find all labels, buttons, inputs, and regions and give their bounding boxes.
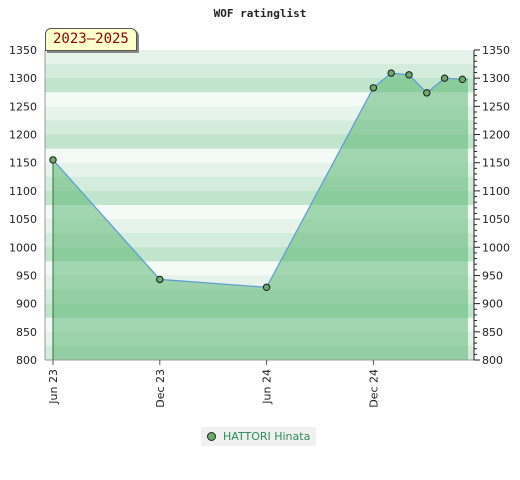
legend[interactable]: HATTORI Hinata	[201, 427, 317, 446]
period-badge: 2023–2025	[45, 28, 137, 51]
grid-band	[45, 78, 474, 93]
y-tick-label-right: 800	[482, 354, 503, 367]
x-tick-label: Jun 23	[47, 369, 60, 405]
series-line	[52, 72, 468, 288]
x-axis: Jun 23 Dec 23 Jun 24 Dec 24	[47, 360, 380, 408]
y-tick-label-right: 1250	[482, 100, 510, 113]
y-tick-label-right: 1000	[482, 241, 510, 254]
y-tick-label-left: 800	[16, 354, 37, 367]
y-tick-label-right: 1200	[482, 129, 510, 142]
y-tick-label-left: 950	[16, 269, 37, 282]
series-points	[49, 69, 467, 291]
y-tick-label-left: 1250	[9, 100, 37, 113]
chart-title: WOF ratinglist	[214, 7, 307, 20]
axes	[44, 50, 475, 361]
y-tick-label-left: 850	[16, 326, 37, 339]
y-tick-label-left: 1300	[9, 72, 37, 85]
y-tick-label-left: 1150	[9, 157, 37, 170]
x-tick-label: Dec 24	[367, 369, 380, 408]
y-tick-label-right: 950	[482, 269, 503, 282]
y-tick-label-right: 1350	[482, 44, 510, 57]
data-point	[262, 283, 271, 291]
y-axis-right: 800 850 900 950 1000 1050 1100 1150 1200 1250 1300…	[474, 44, 510, 367]
x-tick-label: Dec 23	[154, 369, 167, 408]
y-tick-label-right: 1300	[482, 72, 510, 85]
y-tick-label-right: 1100	[482, 185, 510, 198]
data-point	[369, 84, 378, 92]
series-area	[53, 73, 468, 360]
grid-band	[45, 50, 474, 65]
y-tick-label-left: 1100	[9, 185, 37, 198]
data-point	[387, 69, 395, 77]
y-tick-label-right: 850	[482, 326, 503, 339]
y-tick-label-right: 900	[482, 298, 503, 311]
legend-marker-icon	[207, 432, 216, 441]
data-point	[156, 275, 164, 284]
y-tick-label-left: 1200	[9, 129, 37, 142]
data-point	[440, 74, 449, 82]
y-tick-label-right: 1150	[482, 157, 510, 170]
y-tick-label-left: 900	[16, 298, 37, 311]
data-point	[458, 75, 467, 84]
y-tick-label-left: 1050	[9, 213, 37, 226]
x-tick-label: Jun 24	[261, 369, 274, 405]
grid-band	[45, 64, 474, 79]
y-axis-left: 800 850 900 950 1000 1050 1100 1150 1200 1250 1300…	[9, 44, 37, 367]
data-point	[423, 89, 431, 97]
data-point	[405, 71, 413, 79]
legend-label: HATTORI Hinata	[223, 430, 311, 443]
y-tick-label-left: 1000	[9, 241, 37, 254]
data-point	[49, 156, 57, 164]
y-tick-label-right: 1050	[482, 213, 510, 226]
y-tick-label-left: 1350	[9, 44, 37, 57]
